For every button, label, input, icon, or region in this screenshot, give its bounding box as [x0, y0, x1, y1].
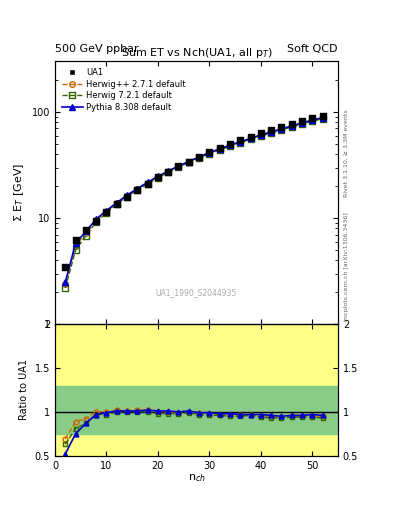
Point [227, 140, 233, 148]
Point [103, 208, 110, 216]
Point [72, 236, 79, 244]
Point [278, 122, 285, 131]
Text: UA1_1990_S2044935: UA1_1990_S2044935 [156, 288, 237, 297]
Point [134, 186, 140, 194]
Point [268, 126, 274, 134]
Point [145, 180, 151, 188]
Point [185, 158, 192, 166]
Point [320, 112, 326, 120]
Point [309, 114, 316, 122]
Point [124, 193, 130, 201]
Point [196, 153, 202, 161]
Text: Soft QCD: Soft QCD [288, 44, 338, 54]
Text: Rivet 3.1.10, ≥ 3.3M events: Rivet 3.1.10, ≥ 3.3M events [344, 110, 349, 198]
Point [83, 225, 89, 233]
Point [299, 117, 305, 125]
Point [93, 217, 99, 225]
Legend: UA1, Herwig++ 2.7.1 default, Herwig 7.2.1 default, Pythia 8.308 default: UA1, Herwig++ 2.7.1 default, Herwig 7.2.… [59, 66, 188, 114]
Point [206, 148, 213, 156]
Point [62, 263, 68, 271]
Point [217, 144, 223, 152]
Title: Sum ET vs Nch(UA1, all p$_T$): Sum ET vs Nch(UA1, all p$_T$) [121, 46, 272, 60]
Point [114, 200, 120, 208]
Point [155, 173, 161, 181]
Point [237, 136, 243, 144]
X-axis label: n$_{ch}$: n$_{ch}$ [187, 472, 206, 484]
Point [288, 120, 295, 128]
Text: mcplots.cern.ch [arXiv:1306.3436]: mcplots.cern.ch [arXiv:1306.3436] [344, 212, 349, 321]
Point [258, 129, 264, 137]
Point [247, 133, 253, 141]
Y-axis label: Σ E$_T$ [GeV]: Σ E$_T$ [GeV] [13, 163, 26, 222]
Point [165, 167, 171, 176]
Point [175, 162, 182, 170]
Y-axis label: Ratio to UA1: Ratio to UA1 [19, 359, 29, 420]
Text: 500 GeV ppbar: 500 GeV ppbar [55, 44, 139, 54]
